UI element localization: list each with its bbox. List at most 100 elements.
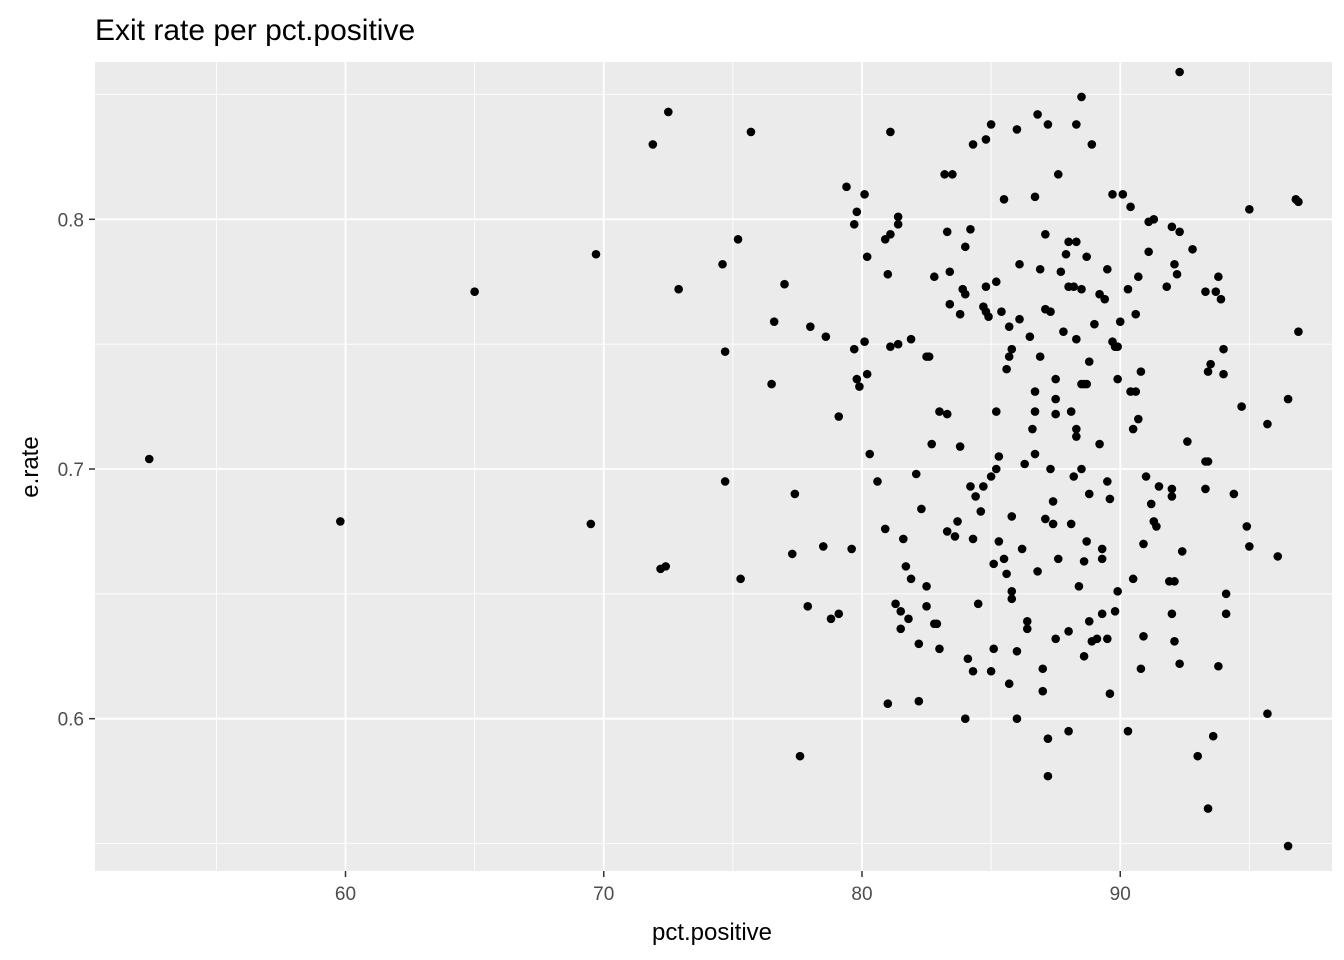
data-point <box>1082 537 1091 546</box>
x-tick-label: 80 <box>851 884 872 905</box>
data-point <box>883 699 893 709</box>
data-point <box>1103 477 1112 486</box>
data-point <box>986 666 996 676</box>
data-point <box>1030 387 1040 396</box>
data-point <box>963 654 973 664</box>
data-point <box>1152 522 1161 531</box>
data-point <box>989 644 998 654</box>
data-point <box>924 352 934 361</box>
minor-gridlines <box>95 62 1332 871</box>
data-point <box>979 482 988 491</box>
data-point <box>880 524 890 534</box>
data-point <box>1041 229 1050 239</box>
data-point <box>1007 587 1017 596</box>
data-point <box>1103 264 1112 274</box>
data-point <box>940 170 949 179</box>
data-point <box>960 289 970 299</box>
data-point <box>1004 679 1014 689</box>
data-point <box>1263 709 1272 718</box>
data-point <box>1245 205 1254 214</box>
data-point <box>674 284 683 294</box>
data-point <box>896 607 906 616</box>
x-tick-label: 70 <box>593 884 614 905</box>
data-point <box>994 452 1004 461</box>
data-point <box>1038 664 1048 674</box>
data-point <box>1097 609 1107 619</box>
data-point <box>1245 542 1254 551</box>
data-point <box>891 599 900 609</box>
data-point <box>736 574 745 584</box>
data-point <box>1123 284 1133 294</box>
data-point <box>981 282 991 292</box>
data-point <box>986 472 996 481</box>
data-point <box>1043 734 1053 743</box>
x-axis: 60 70 80 90 <box>335 871 1131 905</box>
data-point <box>1139 539 1148 549</box>
data-point <box>1201 287 1210 297</box>
data-point <box>893 339 903 349</box>
data-point <box>942 227 952 237</box>
data-point <box>1035 352 1045 361</box>
data-point <box>1046 307 1055 316</box>
data-point <box>1022 617 1032 626</box>
data-point <box>1221 589 1231 599</box>
data-point <box>1294 197 1303 207</box>
data-point <box>999 554 1009 564</box>
data-point <box>1030 407 1040 416</box>
data-point <box>1097 544 1107 554</box>
data-point <box>1015 259 1024 269</box>
data-point <box>1283 841 1293 851</box>
data-point <box>849 219 859 229</box>
data-point <box>966 224 975 234</box>
data-point <box>1066 519 1076 529</box>
data-point <box>1022 624 1032 634</box>
data-point <box>865 449 875 459</box>
data-point <box>1028 424 1037 434</box>
data-point <box>1108 190 1117 199</box>
data-point <box>855 382 864 391</box>
data-point <box>1126 202 1135 212</box>
data-point <box>914 696 924 706</box>
data-point <box>968 534 978 544</box>
data-point <box>1061 249 1071 259</box>
data-point <box>780 279 789 289</box>
data-point <box>1167 222 1177 232</box>
data-point <box>1002 569 1011 579</box>
data-point <box>986 120 996 129</box>
data-point <box>1082 252 1091 262</box>
data-point <box>942 409 952 419</box>
data-point <box>852 374 862 384</box>
data-point <box>586 519 596 529</box>
data-point <box>1113 374 1122 384</box>
data-point <box>1033 567 1042 576</box>
data-point <box>1095 439 1104 449</box>
y-tick-label: 0.8 <box>58 210 84 231</box>
data-point <box>1053 554 1063 564</box>
data-points <box>144 67 1303 851</box>
data-point <box>1072 334 1081 344</box>
data-point <box>1201 484 1210 494</box>
data-point <box>1103 634 1112 644</box>
data-point <box>720 477 730 486</box>
data-point <box>1237 402 1246 411</box>
data-point <box>862 369 872 379</box>
data-point <box>960 714 970 723</box>
data-point <box>1203 457 1213 466</box>
data-point <box>1175 659 1184 669</box>
data-point <box>1183 437 1192 446</box>
data-point <box>1079 651 1089 661</box>
data-point <box>1007 344 1017 354</box>
data-point <box>899 534 908 544</box>
data-point <box>1149 215 1159 224</box>
data-point <box>991 407 1001 416</box>
y-axis: 0.6 0.7 0.8 <box>58 210 95 731</box>
data-point <box>971 492 980 501</box>
data-point <box>834 609 844 619</box>
data-point <box>1177 547 1187 556</box>
data-point <box>1051 394 1060 404</box>
data-point <box>1059 327 1068 336</box>
data-point <box>1048 497 1058 506</box>
data-point <box>818 542 828 551</box>
data-point <box>1219 369 1228 379</box>
data-point <box>336 517 345 526</box>
